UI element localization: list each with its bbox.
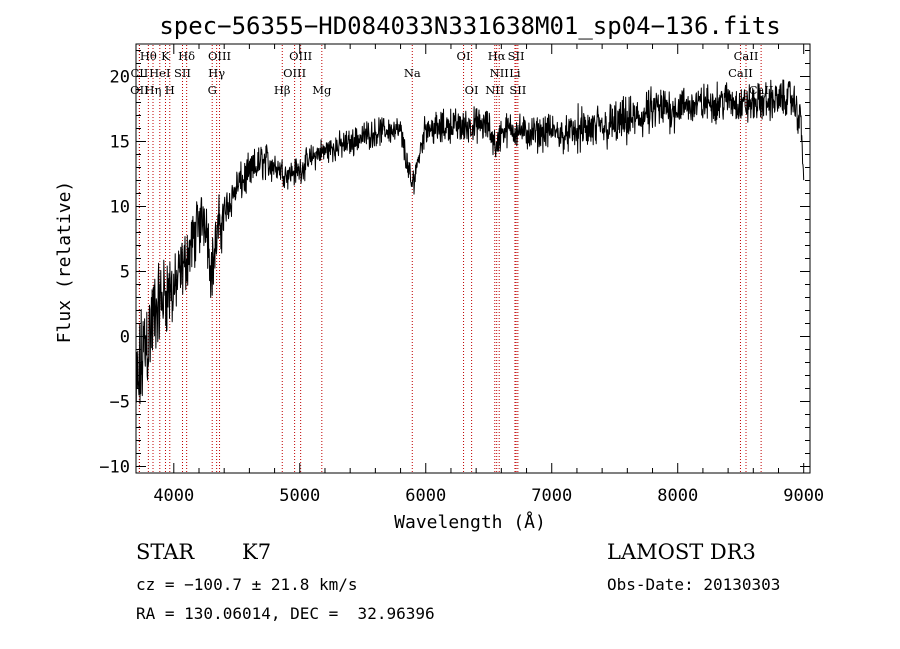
spectral-line-label: CII bbox=[130, 66, 148, 80]
spectral-line-label: Hθ bbox=[140, 49, 157, 63]
spectral-line-label: Li bbox=[509, 66, 521, 80]
spectral-line-label: OIII bbox=[208, 49, 231, 63]
y-tick-label: 20 bbox=[110, 68, 130, 88]
spectral-line-label: SII bbox=[509, 83, 526, 97]
x-tick-label: 8000 bbox=[657, 486, 698, 506]
spectral-line-label: Hα bbox=[488, 49, 506, 63]
object-subclass: K7 bbox=[242, 540, 272, 564]
spectral-line-label: OIII bbox=[283, 66, 306, 80]
y-tick-label: 15 bbox=[110, 133, 130, 153]
spectrum-line bbox=[135, 79, 805, 405]
spectrum-series bbox=[135, 79, 805, 405]
spectral-line-label: NII bbox=[485, 83, 504, 97]
object-class: STAR bbox=[136, 540, 195, 564]
y-tick-label: −5 bbox=[110, 393, 130, 413]
spectral-line-label: Hη bbox=[145, 83, 162, 97]
y-tick-label: 0 bbox=[120, 328, 130, 348]
y-axis-ticks: −10 −5 0 5 10 15 20 bbox=[99, 50, 810, 478]
spectral-line-label: G bbox=[208, 83, 217, 97]
x-tick-label: 6000 bbox=[405, 486, 446, 506]
spectral-line-label: H bbox=[165, 83, 175, 97]
x-tick-label: 7000 bbox=[531, 486, 572, 506]
spectral-line-label: K bbox=[161, 49, 170, 63]
spectral-line-label: Hβ bbox=[274, 83, 291, 97]
spectral-line-label: HeI bbox=[149, 66, 170, 80]
spectral-line-label: OI bbox=[457, 49, 471, 63]
x-axis-label: Wavelength (Å) bbox=[394, 511, 546, 533]
y-tick-label: 10 bbox=[110, 198, 130, 218]
x-axis-ticks: 4000 5000 6000 7000 8000 9000 bbox=[153, 44, 824, 506]
ra-dec-coordinates: RA = 130.06014, DEC = 32.96396 bbox=[136, 604, 435, 623]
spectral-line-label: NII bbox=[490, 66, 509, 80]
chart-title: spec−56355−HD084033N331638M01_sp04−136.f… bbox=[159, 12, 780, 40]
spectral-line-label: SII bbox=[174, 66, 191, 80]
x-tick-label: 4000 bbox=[153, 486, 194, 506]
spectral-line-label: Na bbox=[404, 66, 421, 80]
y-tick-label: −10 bbox=[99, 458, 130, 478]
plot-frame bbox=[135, 43, 811, 474]
y-tick-label: 5 bbox=[120, 263, 130, 283]
x-tick-label: 5000 bbox=[279, 486, 320, 506]
spectral-line-label: CaII bbox=[734, 49, 759, 63]
spectral-line-label: Hδ bbox=[178, 49, 195, 63]
spectral-line-label: Mg bbox=[312, 83, 332, 97]
spectral-line-label: SII bbox=[508, 49, 525, 63]
x-tick-label: 9000 bbox=[783, 486, 824, 506]
observation-date: Obs-Date: 20130303 bbox=[607, 575, 781, 594]
spectral-line-label: CaII bbox=[749, 83, 774, 97]
y-axis-label: Flux (relative) bbox=[54, 181, 75, 344]
spectral-line-label: Hγ bbox=[208, 66, 225, 80]
spectral-line-label: OI bbox=[465, 83, 479, 97]
survey-name: LAMOST DR3 bbox=[607, 540, 756, 564]
spectral-line-label: CaII bbox=[728, 66, 753, 80]
spectral-line-label: OIII bbox=[289, 49, 312, 63]
redshift-velocity: cz = −100.7 ± 21.8 km/s bbox=[136, 575, 358, 594]
